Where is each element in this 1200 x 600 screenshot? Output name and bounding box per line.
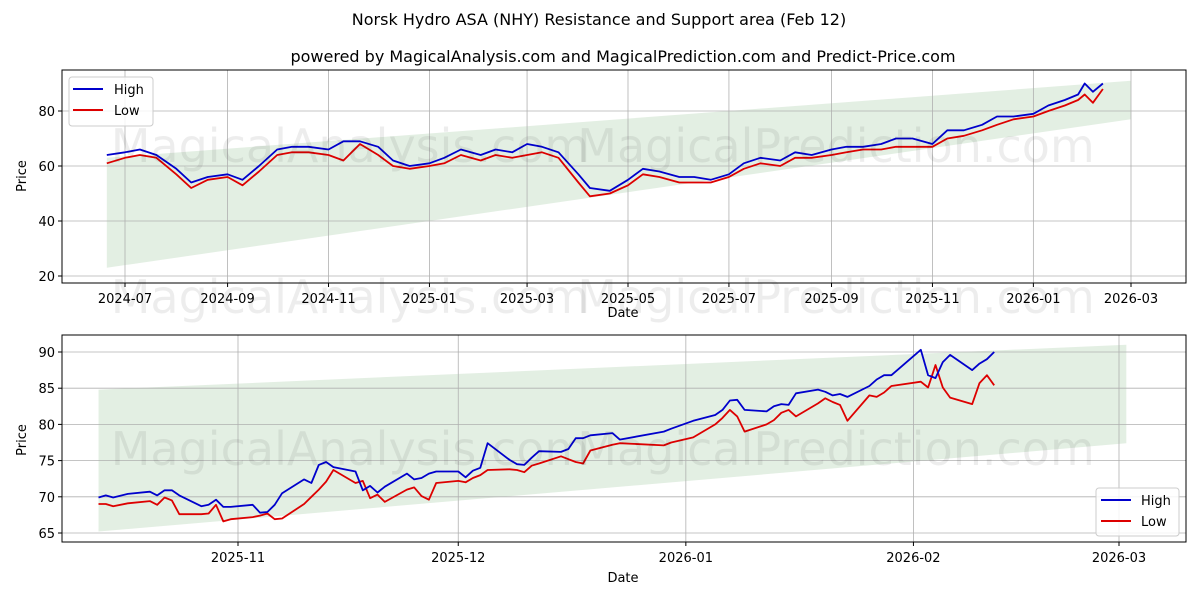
support-resistance-band	[98, 344, 1127, 532]
x-tick-label: 2025-09	[804, 292, 858, 307]
y-tick-label: 85	[38, 382, 55, 397]
x-tick-label: 2024-11	[301, 292, 355, 307]
y-tick-label: 65	[38, 527, 55, 542]
y-tick-label: 75	[38, 455, 55, 470]
y-tick-label: 80	[38, 105, 55, 120]
legend-low-label: Low	[114, 104, 140, 119]
x-tick-label: 2025-11	[905, 292, 959, 307]
y-axis-label: Price	[15, 424, 30, 456]
watermark: MagicalPrediction.com	[577, 270, 1095, 324]
y-tick-label: 70	[38, 491, 55, 506]
price-lines	[98, 348, 995, 523]
band-area	[98, 344, 1127, 532]
x-tick-label: 2026-01	[659, 551, 713, 566]
x-tick-label: 2025-11	[211, 551, 265, 566]
x-tick-label: 2024-09	[200, 292, 254, 307]
high-price-line	[106, 82, 1104, 192]
y-tick-label: 40	[38, 215, 55, 230]
grid-lines	[62, 335, 1186, 542]
price-lines	[106, 82, 1104, 198]
watermark: MagicalAnalysis.com	[111, 422, 590, 476]
plot-frame	[61, 69, 1187, 284]
x-axis-label: Date	[607, 571, 638, 586]
high-price-line	[98, 348, 995, 514]
bottom-chart: 65 70 75 80 85 90 2025-11 2025-12 2026-01 2026-02…	[15, 334, 1187, 586]
chart-title: Norsk Hydro ASA (NHY) Resistance and Sup…	[352, 10, 846, 29]
y-tick-label: 90	[38, 346, 55, 361]
y-tick-label: 60	[38, 160, 55, 175]
x-tick-label: 2026-03	[1104, 292, 1158, 307]
x-tick-label: 2025-07	[702, 292, 756, 307]
top-chart: 20 40 60 80 2024-07 2024-09 2024-11 2025-01 2025…	[15, 69, 1187, 324]
x-axis-label: Date	[607, 306, 638, 321]
y-axis-label: Price	[15, 160, 30, 192]
watermark: MagicalAnalysis.com	[111, 270, 590, 324]
x-tick-label: 2025-03	[500, 292, 554, 307]
support-resistance-band	[106, 80, 1132, 268]
chart-subtitle: powered by MagicalAnalysis.com and Magic…	[290, 47, 955, 66]
y-tick-label: 20	[38, 270, 55, 285]
watermark: MagicalAnalysis.com	[111, 119, 590, 173]
x-tick-label: 2026-01	[1006, 292, 1060, 307]
x-tick-label: 2026-02	[886, 551, 940, 566]
y-tick-label: 80	[38, 418, 55, 433]
x-tick-label: 2024-07	[98, 292, 152, 307]
legend-high-label: High	[114, 83, 144, 98]
low-price-line	[98, 364, 995, 523]
legend: High Low	[1095, 487, 1180, 537]
watermark: MagicalPrediction.com	[577, 119, 1095, 173]
band-area	[106, 80, 1132, 268]
x-tick-label: 2026-03	[1092, 551, 1146, 566]
x-tick-label: 2025-05	[601, 292, 655, 307]
legend: High Low	[68, 76, 154, 127]
x-tick-label: 2025-01	[402, 292, 456, 307]
low-price-line	[106, 88, 1104, 198]
watermark: MagicalPrediction.com	[577, 422, 1095, 476]
axis-ticks: 20 40 60 80 2024-07 2024-09 2024-11 2025-01 2025…	[38, 105, 1158, 307]
axis-ticks: 65 70 75 80 85 90 2025-11 2025-12 2026-01 2026-02…	[38, 346, 1146, 566]
legend-low-label: Low	[1141, 515, 1167, 530]
x-tick-label: 2025-12	[431, 551, 485, 566]
plot-frame	[61, 334, 1187, 543]
legend-high-label: High	[1141, 494, 1171, 509]
grid-lines	[62, 70, 1186, 283]
